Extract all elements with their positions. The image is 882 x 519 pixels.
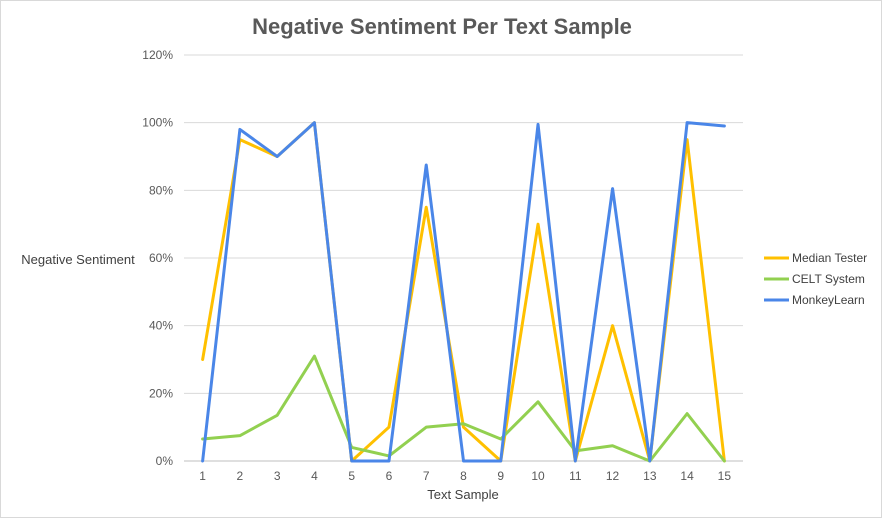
x-tick-label: 1 xyxy=(199,469,206,483)
legend-label: CELT System xyxy=(792,272,865,286)
x-tick-label: 4 xyxy=(311,469,318,483)
y-tick-label: 120% xyxy=(142,48,173,62)
x-tick-label: 7 xyxy=(423,469,430,483)
y-axis-ticks: 0% 20% 40% 60% 80% 100% 120% xyxy=(142,48,173,468)
series-line-monkeylearn xyxy=(201,121,726,463)
x-axis-label: Text Sample xyxy=(427,487,499,502)
series-lines xyxy=(201,121,726,463)
legend-label: MonkeyLearn xyxy=(792,293,865,307)
y-tick-label: 40% xyxy=(149,319,173,333)
gridlines xyxy=(184,54,743,462)
chart-title: Negative Sentiment Per Text Sample xyxy=(252,14,632,39)
x-tick-label: 11 xyxy=(569,469,582,483)
x-axis-ticks: 1 2 3 4 5 6 7 8 9 10 11 12 13 14 15 xyxy=(199,469,731,483)
y-axis-label: Negative Sentiment xyxy=(21,252,135,267)
y-tick-label: 60% xyxy=(149,251,173,265)
x-tick-label: 14 xyxy=(680,469,694,483)
y-tick-label: 0% xyxy=(156,454,174,468)
x-tick-label: 10 xyxy=(531,469,545,483)
x-tick-label: 6 xyxy=(386,469,393,483)
x-tick-label: 3 xyxy=(274,469,281,483)
legend-label: Median Tester xyxy=(792,251,867,265)
y-tick-label: 80% xyxy=(149,183,173,197)
x-tick-label: 8 xyxy=(460,469,467,483)
y-tick-label: 20% xyxy=(149,386,173,400)
x-tick-label: 9 xyxy=(497,469,504,483)
x-tick-label: 12 xyxy=(606,469,620,483)
x-tick-label: 15 xyxy=(718,469,732,483)
x-tick-label: 2 xyxy=(237,469,244,483)
x-tick-label: 5 xyxy=(348,469,355,483)
series-line-celt-system xyxy=(201,354,726,463)
y-tick-label: 100% xyxy=(142,116,173,130)
x-tick-label: 13 xyxy=(643,469,657,483)
legend: Median Tester CELT System MonkeyLearn xyxy=(764,251,867,307)
